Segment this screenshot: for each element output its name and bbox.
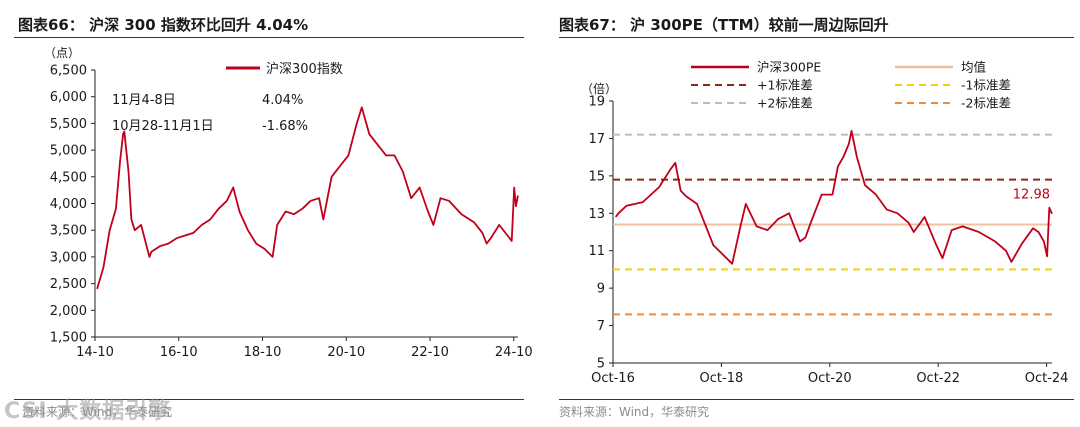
x-tick-label: Oct-20: [808, 371, 852, 386]
index-series-line: [96, 106, 519, 290]
title-divider: [14, 37, 524, 38]
y-tick-label: 5: [597, 357, 605, 372]
y-tick-label: 19: [588, 95, 605, 110]
y-tick-label: 6,000: [50, 90, 87, 105]
y-tick-label: 5,500: [50, 117, 87, 132]
y-axis-unit: （倍）: [581, 81, 617, 96]
y-tick-label: 2,500: [50, 277, 87, 292]
legend-label: 沪深300PE: [757, 60, 821, 75]
x-tick-label: Oct-24: [1025, 371, 1069, 386]
title-divider: [559, 37, 1074, 38]
watermark: CSI 大数据引擎: [4, 399, 172, 424]
legend-label: +1标准差: [757, 78, 813, 93]
index-chart-panel: 图表66： 沪深 300 指数环比回升 4.04% 1,500 2,000 2,50…: [0, 0, 533, 427]
y-axis-unit: （点）: [44, 46, 80, 60]
y-tick-label: 1,500: [50, 331, 87, 346]
x-tick-label: 24-10: [495, 345, 533, 360]
end-value-label: 12.98: [1013, 188, 1050, 203]
annotation-week-label: 11月4-8日: [112, 93, 176, 108]
x-tick-label: Oct-22: [916, 371, 960, 386]
y-tick-label: 4,500: [50, 170, 87, 185]
x-tick-label: 16-10: [160, 345, 198, 360]
pe-chart-panel: 图表67： 沪 300PE（TTM）较前一周边际回升 5 7 9 11 13 15 17 19…: [545, 0, 1080, 427]
annotation-week-value: 4.04%: [262, 93, 303, 108]
y-tick-label: 6,500: [50, 64, 87, 79]
y-tick-label: 2,000: [50, 304, 87, 319]
footer-divider: [14, 399, 524, 400]
y-tick-label: 15: [588, 169, 605, 184]
footer-divider: [559, 399, 1074, 400]
chart-title: 图表67： 沪 300PE（TTM）较前一周边际回升: [559, 16, 889, 34]
pe-series-line: [614, 129, 1053, 265]
x-tick-label: 20-10: [327, 345, 365, 360]
legend-label: 均值: [961, 60, 986, 75]
annotation-prev-week-label: 10月28-11月1日: [112, 119, 214, 134]
legend-label: 沪深300指数: [266, 61, 343, 77]
y-tick-label: 5,000: [50, 144, 87, 159]
y-tick-label: 17: [588, 132, 605, 147]
index-chart-svg: 1,500 2,000 2,500 3,000 3,500 4,000 4,500 5,000…: [44, 46, 533, 360]
x-tick-label: 14-10: [76, 345, 114, 360]
x-tick-label: 18-10: [244, 345, 282, 360]
pe-chart-svg: 5 7 9 11 13 15 17 19（倍） Oct-16 Oct-18 Oct-20 Oct-22…: [581, 60, 1069, 387]
source-note: 资料来源：Wind，华泰研究: [22, 405, 173, 419]
y-tick-label: 3,500: [50, 224, 87, 239]
y-tick-label: 4,000: [50, 197, 87, 212]
source-note: 资料来源：Wind，华泰研究: [559, 405, 710, 419]
legend-label: -2标准差: [961, 96, 1011, 111]
annotation-prev-week-value: -1.68%: [262, 119, 308, 134]
y-tick-label: 7: [597, 319, 605, 334]
legend-label: -1标准差: [961, 78, 1011, 93]
y-tick-label: 13: [588, 207, 605, 222]
y-tick-label: 3,000: [50, 250, 87, 265]
x-tick-label: Oct-16: [591, 371, 635, 386]
chart-title: 图表66： 沪深 300 指数环比回升 4.04%: [18, 16, 309, 34]
x-tick-label: Oct-18: [700, 371, 744, 386]
y-tick-label: 11: [588, 244, 605, 259]
x-tick-label: 22-10: [411, 345, 449, 360]
y-tick-label: 9: [597, 282, 605, 297]
legend-label: +2标准差: [757, 96, 813, 111]
